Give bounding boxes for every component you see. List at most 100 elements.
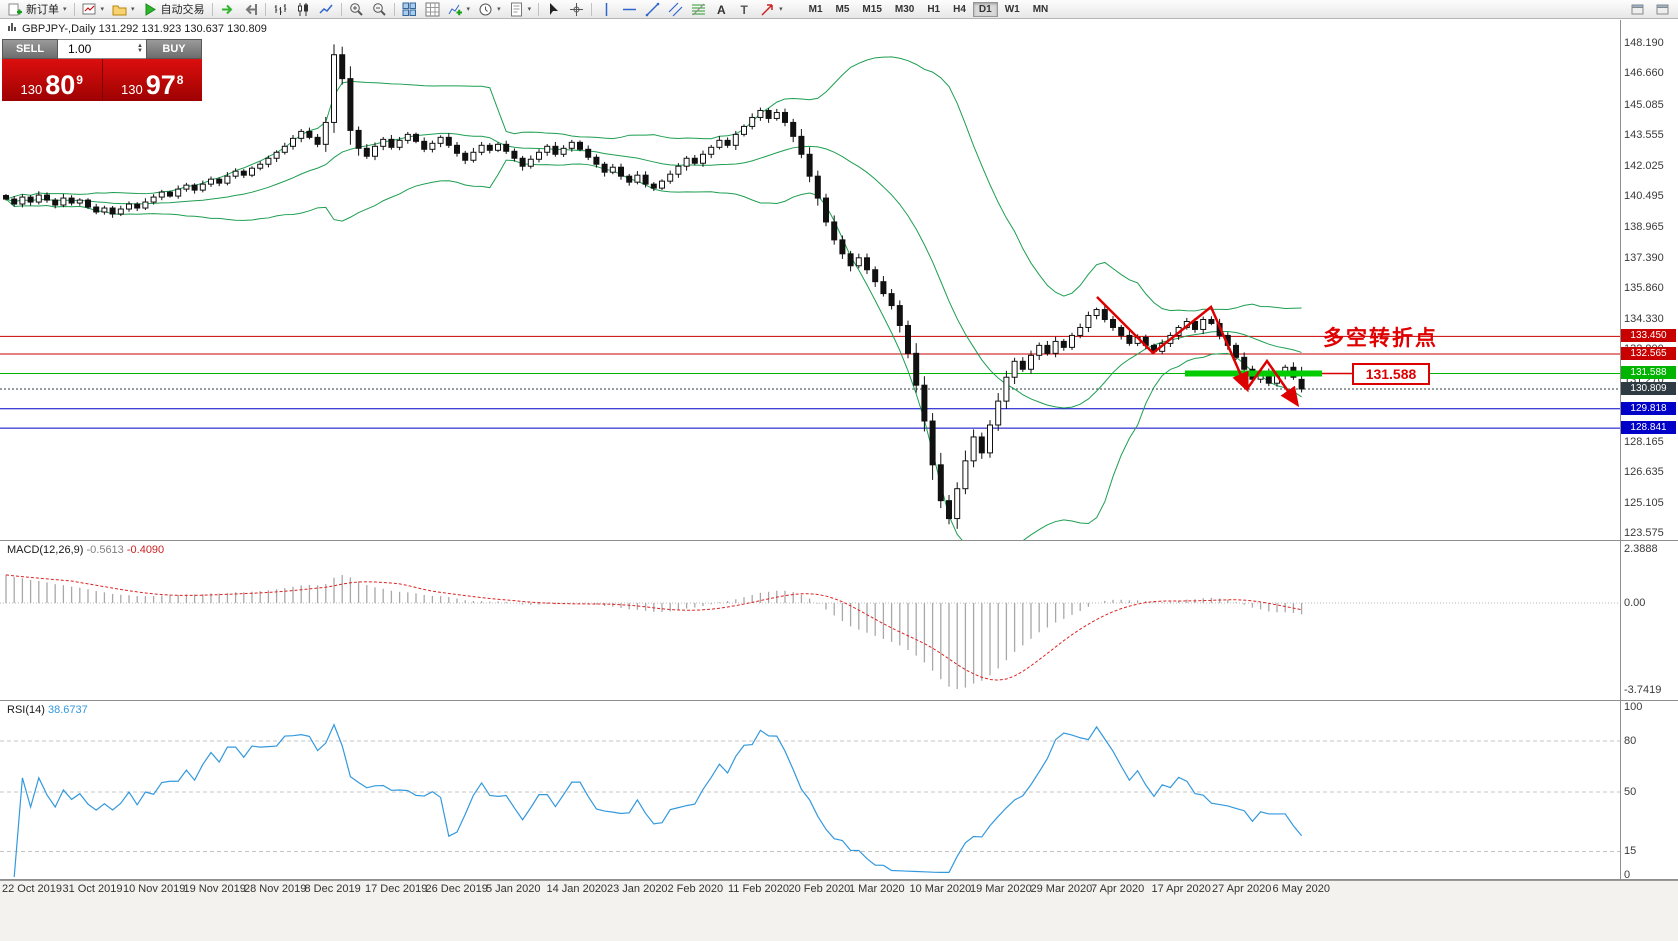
zoom-out-button[interactable] bbox=[368, 1, 391, 18]
indicators-icon bbox=[448, 2, 463, 17]
price-tag: 130.809 bbox=[1621, 381, 1676, 395]
chart-shift-button[interactable] bbox=[239, 1, 262, 18]
zoom-in-button[interactable] bbox=[345, 1, 368, 18]
channel-icon bbox=[668, 2, 683, 17]
rsi-axis-label: 50 bbox=[1624, 786, 1637, 798]
window-misc-icon bbox=[1630, 2, 1645, 17]
toolbar-separator bbox=[73, 2, 75, 16]
window-button-2[interactable] bbox=[1651, 1, 1674, 18]
profiles-button[interactable]: ▾ bbox=[108, 1, 139, 18]
autotrade-button-label: 自动交易 bbox=[160, 4, 205, 16]
rsi-panel-canvas[interactable] bbox=[0, 701, 1620, 879]
autoscroll-icon bbox=[220, 2, 235, 17]
drawn-annotations bbox=[1096, 296, 1352, 408]
timeframe-m30[interactable]: M30 bbox=[889, 2, 920, 17]
timeframe-mn[interactable]: MN bbox=[1027, 2, 1055, 17]
date-label: 19 Mar 2020 bbox=[970, 883, 1032, 895]
cursor-button[interactable] bbox=[542, 1, 565, 18]
rsi-axis-label: 0 bbox=[1624, 869, 1631, 881]
ask-price[interactable]: 130 97 8 bbox=[102, 59, 202, 101]
templates-button[interactable]: ▾ bbox=[505, 1, 536, 18]
svg-text:A: A bbox=[717, 3, 726, 17]
date-label: 19 Nov 2019 bbox=[183, 883, 246, 895]
autotrade-button[interactable]: 自动交易 bbox=[139, 1, 209, 18]
trendline-button[interactable] bbox=[641, 1, 664, 18]
date-label: 5 Jan 2020 bbox=[486, 883, 541, 895]
crosshair-button[interactable] bbox=[565, 1, 588, 18]
timeframe-h4[interactable]: H4 bbox=[947, 2, 972, 17]
new-chart-button[interactable]: ▾ bbox=[78, 1, 109, 18]
timeframe-d1[interactable]: D1 bbox=[972, 1, 998, 17]
price-axis-label: 145.085 bbox=[1624, 98, 1664, 111]
arrows-tool-icon bbox=[760, 2, 775, 17]
volume-value[interactable]: 1.00 bbox=[68, 42, 92, 56]
date-label: 29 Mar 2020 bbox=[1030, 883, 1093, 895]
window-button-1[interactable] bbox=[1626, 1, 1649, 18]
price-axis-label: 125.105 bbox=[1624, 496, 1664, 509]
ask-price-whole: 130 bbox=[121, 82, 143, 97]
rsi-indicator-label: RSI(14) 38.6737 bbox=[7, 704, 88, 716]
vline-icon bbox=[599, 2, 614, 17]
window-misc-icon bbox=[1655, 2, 1670, 17]
bid-price-pips: 80 bbox=[45, 70, 76, 100]
price-axis-label: 142.025 bbox=[1624, 159, 1664, 172]
indicators-button[interactable]: ▾ bbox=[444, 1, 475, 18]
candlestick-series bbox=[3, 44, 1305, 529]
time-axis: 22 Oct 2019 31 Oct 2019 10 Nov 2019 19 Nov … bbox=[0, 883, 1678, 899]
timeframe-m5[interactable]: M5 bbox=[830, 2, 856, 17]
bar-chart-button[interactable] bbox=[269, 1, 292, 18]
toolbar-separator bbox=[393, 2, 395, 16]
arrange-windows-button[interactable] bbox=[398, 1, 421, 18]
panel-separator[interactable] bbox=[0, 540, 1678, 541]
grid-icon bbox=[425, 2, 440, 17]
fibonacci-button[interactable] bbox=[687, 1, 710, 18]
macd-panel-canvas[interactable] bbox=[0, 541, 1620, 699]
volume-spinner[interactable]: ▲ ▼ bbox=[137, 43, 143, 54]
profiles-icon bbox=[112, 2, 127, 17]
chevron-down-icon: ▾ bbox=[779, 6, 783, 13]
arrows-button[interactable]: ▾ bbox=[756, 1, 787, 18]
bar-chart-icon bbox=[273, 2, 288, 17]
date-label: 10 Nov 2019 bbox=[123, 883, 186, 895]
timeframe-m15[interactable]: M15 bbox=[856, 2, 887, 17]
vertical-line-button[interactable] bbox=[595, 1, 618, 18]
channel-button[interactable] bbox=[664, 1, 687, 18]
volume-field[interactable]: 1.00 ▲ ▼ bbox=[58, 39, 146, 59]
price-tag: 133.450 bbox=[1621, 329, 1676, 343]
text-button[interactable]: A bbox=[710, 1, 733, 18]
chart-caption-text: GBPJPY-,Daily 131.292 131.923 130.637 13… bbox=[22, 22, 267, 35]
label-tool-icon: T bbox=[737, 2, 752, 17]
date-label: 31 Oct 2019 bbox=[62, 883, 123, 895]
line-chart-button[interactable] bbox=[315, 1, 338, 18]
date-label: 14 Jan 2020 bbox=[546, 883, 608, 895]
buy-button[interactable]: BUY bbox=[146, 39, 202, 59]
price-chart-canvas[interactable] bbox=[0, 20, 1620, 540]
candlestick-chart-button[interactable] bbox=[292, 1, 315, 18]
rsi-line bbox=[13, 723, 1303, 878]
arrange-icon bbox=[402, 2, 417, 17]
autoscroll-button[interactable] bbox=[216, 1, 239, 18]
panel-separator[interactable] bbox=[0, 700, 1678, 701]
fib-icon bbox=[691, 2, 706, 17]
timeframe-m1[interactable]: M1 bbox=[803, 2, 829, 17]
bollinger-middle-band bbox=[5, 132, 1302, 409]
macd-signal-value: -0.4090 bbox=[126, 544, 165, 556]
date-label: 26 Dec 2019 bbox=[425, 883, 488, 895]
toolbar-separator bbox=[340, 2, 342, 16]
new-order-button[interactable]: 新订单 ▾ bbox=[4, 1, 71, 18]
grid-button[interactable] bbox=[421, 1, 444, 18]
date-label: 7 Apr 2020 bbox=[1091, 883, 1145, 895]
label-button[interactable]: T bbox=[733, 1, 756, 18]
timeframe-h1[interactable]: H1 bbox=[921, 2, 946, 17]
toolbar-separator bbox=[264, 2, 266, 16]
periods-button[interactable]: ▾ bbox=[474, 1, 505, 18]
date-label: 28 Nov 2019 bbox=[244, 883, 307, 895]
price-axis-label: 140.495 bbox=[1624, 190, 1664, 203]
horizontal-line-button[interactable] bbox=[618, 1, 641, 18]
price-axis-label: 126.635 bbox=[1624, 466, 1664, 479]
sell-button[interactable]: SELL bbox=[2, 39, 58, 59]
bid-price[interactable]: 130 80 9 bbox=[2, 59, 102, 101]
timeframe-w1[interactable]: W1 bbox=[999, 2, 1026, 17]
chevron-down-icon: ▾ bbox=[466, 6, 471, 13]
